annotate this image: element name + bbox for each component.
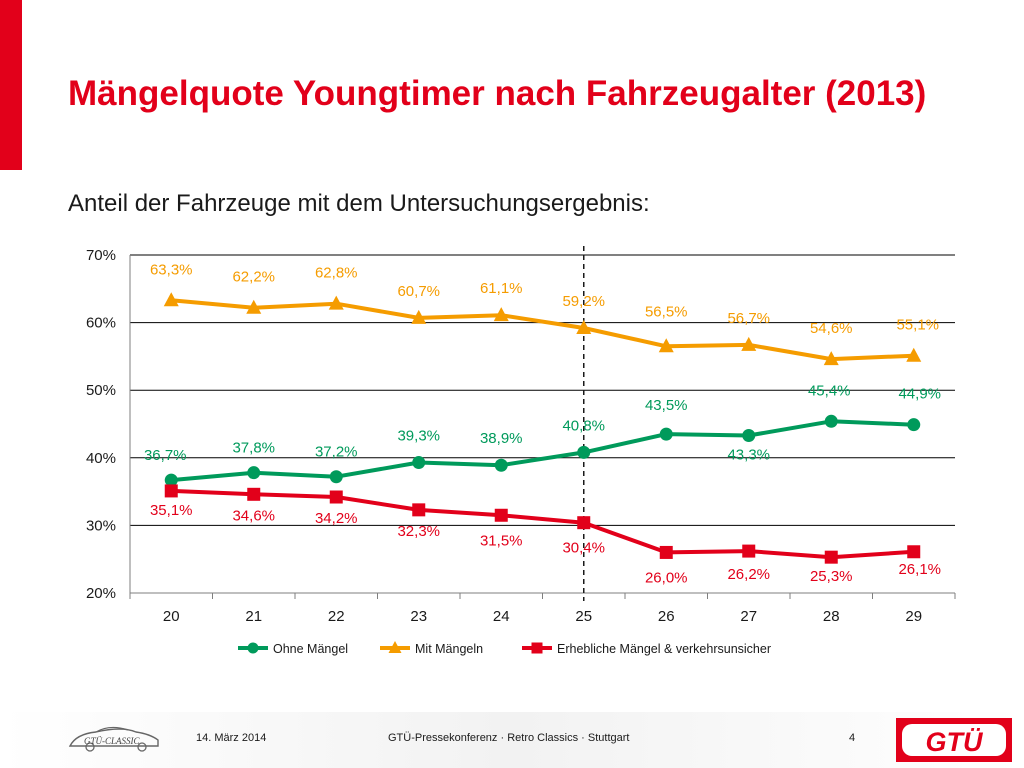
series-line	[171, 298, 914, 362]
y-tick-label: 20%	[86, 585, 116, 602]
legend-label: Erhebliche Mängel & verkehrsunsicher	[557, 642, 771, 656]
accent-bar	[0, 0, 22, 170]
data-label: 34,2%	[315, 510, 358, 527]
data-point	[329, 470, 343, 484]
data-point	[824, 550, 838, 564]
data-label: 54,6%	[810, 320, 853, 337]
y-tick-label: 30%	[86, 517, 116, 534]
page-number: 4	[849, 732, 856, 744]
y-tick-label: 50%	[86, 382, 116, 399]
data-point	[494, 508, 508, 522]
data-point	[329, 490, 343, 504]
x-tick-label: 20	[163, 608, 180, 625]
data-label: 36,7%	[144, 447, 187, 464]
data-point	[659, 545, 673, 559]
data-label: 32,3%	[397, 523, 440, 540]
legend-marker	[247, 642, 259, 654]
x-tick-label: 21	[245, 608, 262, 625]
data-label: 44,9%	[898, 386, 941, 403]
data-label: 43,5%	[645, 397, 688, 414]
data-point	[493, 307, 509, 322]
data-point	[824, 414, 838, 428]
series-line	[171, 488, 914, 560]
classic-logo-text: GTÜ-CLASSIC	[84, 736, 141, 746]
data-point	[577, 516, 591, 530]
y-tick-label: 70%	[86, 247, 116, 264]
gtu-logo: GTÜ	[896, 718, 1012, 762]
x-tick-label: 23	[410, 608, 427, 625]
legend-marker	[531, 642, 543, 654]
data-label: 39,3%	[397, 428, 440, 445]
footer-band	[0, 712, 1024, 768]
x-tick-label: 24	[493, 608, 510, 625]
data-point	[906, 347, 922, 362]
gtu-logo-text: GTÜ	[926, 727, 984, 757]
legend-label: Ohne Mängel	[273, 642, 348, 656]
data-point	[163, 292, 179, 307]
y-tick-label: 40%	[86, 450, 116, 467]
data-point	[412, 503, 426, 517]
data-label: 62,2%	[232, 269, 275, 286]
footer-date: 14. März 2014	[196, 732, 267, 744]
x-tick-label: 22	[328, 608, 345, 625]
data-point	[247, 487, 261, 501]
x-tick-label: 25	[575, 608, 592, 625]
footer: GTÜ-CLASSIC 14. März 2014 GTÜ-Pressekonf…	[0, 712, 1024, 768]
data-label: 37,8%	[232, 440, 275, 457]
footer-event: GTÜ-Pressekonferenz · Retro Classics · S…	[388, 732, 630, 744]
data-point	[742, 428, 756, 442]
line-chart: 20% 30% 40% 50% 60% 70% 20 21 22 23 24 25 26 27 28 29 36…	[86, 246, 956, 656]
data-label: 37,2%	[315, 444, 358, 461]
data-label: 26,0%	[645, 569, 688, 586]
data-point	[164, 473, 178, 487]
data-point	[658, 338, 674, 353]
data-label: 61,1%	[480, 280, 523, 297]
data-label: 26,1%	[898, 561, 941, 578]
data-point	[907, 545, 921, 559]
data-label: 60,7%	[397, 283, 440, 300]
data-label: 30,4%	[562, 540, 605, 557]
data-point	[328, 295, 344, 310]
data-point	[246, 299, 262, 314]
data-label: 31,5%	[480, 532, 523, 549]
data-label: 63,3%	[150, 261, 193, 278]
x-tick-label: 28	[823, 608, 840, 625]
data-point	[659, 427, 673, 441]
data-point	[741, 336, 757, 351]
x-tick-label: 27	[740, 608, 757, 625]
data-label: 43,3%	[727, 446, 770, 463]
data-point	[577, 445, 591, 459]
data-point	[411, 309, 427, 324]
data-label: 62,8%	[315, 265, 358, 282]
data-point	[494, 458, 508, 472]
data-label: 56,5%	[645, 303, 688, 320]
slide-subtitle: Anteil der Fahrzeuge mit dem Untersuchun…	[68, 190, 650, 217]
data-point	[247, 466, 261, 480]
slide-title: Mängelquote Youngtimer nach Fahrzeugalte…	[68, 74, 927, 113]
series-line	[171, 419, 914, 483]
data-point	[907, 418, 921, 432]
data-label: 45,4%	[808, 382, 851, 399]
data-point	[742, 544, 756, 558]
data-label: 56,7%	[727, 310, 770, 327]
legend-marker	[388, 641, 402, 653]
data-label: 59,2%	[562, 293, 605, 310]
data-point	[412, 456, 426, 470]
data-point	[576, 320, 592, 335]
legend-label: Mit Mängeln	[415, 642, 483, 656]
data-point	[823, 351, 839, 366]
x-tick-label: 29	[905, 608, 922, 625]
gtu-classic-logo: GTÜ-CLASSIC	[68, 726, 159, 752]
data-label: 34,6%	[232, 507, 275, 524]
y-tick-label: 60%	[86, 315, 116, 332]
data-label: 38,9%	[480, 430, 523, 447]
x-tick-label: 26	[658, 608, 675, 625]
data-label: 26,2%	[727, 566, 770, 583]
data-label: 35,1%	[150, 502, 193, 519]
data-label: 25,3%	[810, 568, 853, 585]
data-point	[164, 484, 178, 498]
data-label: 40,8%	[562, 417, 605, 434]
data-label: 55,1%	[896, 317, 939, 334]
